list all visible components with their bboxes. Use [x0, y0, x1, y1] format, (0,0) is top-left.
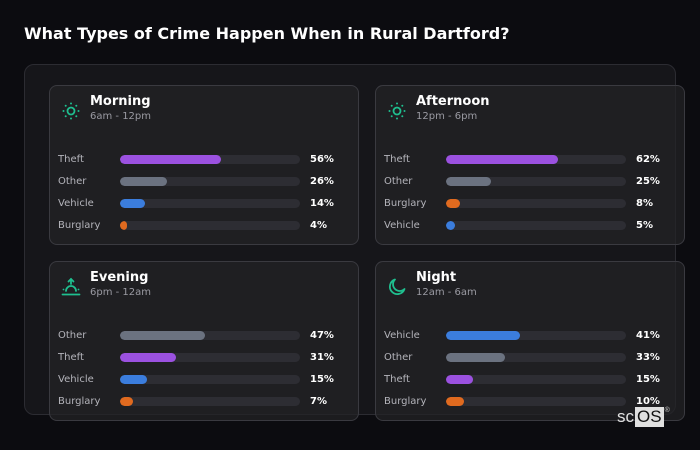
bar-track	[446, 220, 626, 230]
panel-time-range: 12pm - 6pm	[416, 111, 478, 122]
bar-value: 7%	[310, 395, 327, 407]
bar-value: 62%	[636, 153, 660, 165]
bar-track	[446, 352, 626, 362]
bar-track	[446, 374, 626, 384]
bar-track	[120, 198, 300, 208]
bar-track	[120, 396, 300, 406]
bar-fill	[446, 176, 491, 186]
bar-label: Burglary	[58, 395, 101, 407]
panel-night: Night 12am - 6am Vehicle 41% Other 33% T…	[375, 261, 685, 421]
bar-value: 33%	[636, 351, 660, 363]
bar-fill	[446, 154, 558, 164]
panel-title: Afternoon	[416, 94, 490, 109]
bar-value: 56%	[310, 153, 334, 165]
panel-title: Night	[416, 270, 457, 285]
bar-fill	[120, 198, 146, 208]
bar-label: Theft	[384, 153, 410, 165]
bar-value: 47%	[310, 329, 334, 341]
bar-row: Burglary 8%	[384, 192, 684, 214]
bar-track	[120, 176, 300, 186]
bar-fill	[120, 220, 128, 230]
bar-label: Theft	[58, 351, 84, 363]
bar-row: Vehicle 5%	[384, 214, 684, 236]
bar-row: Other 26%	[58, 170, 358, 192]
panel-morning: Morning 6am - 12pm Theft 56% Other 26% V…	[49, 85, 359, 245]
bar-value: 31%	[310, 351, 334, 363]
panel-time-range: 12am - 6am	[416, 287, 477, 298]
bar-track	[446, 154, 626, 164]
bar-track	[120, 154, 300, 164]
bar-track	[446, 330, 626, 340]
bar-row: Vehicle 41%	[384, 324, 684, 346]
bar-value: 10%	[636, 395, 660, 407]
bar-label: Other	[58, 329, 87, 341]
bar-fill	[120, 396, 133, 406]
bar-fill	[446, 330, 520, 340]
bar-row: Theft 56%	[58, 148, 358, 170]
bar-row: Burglary 10%	[384, 390, 684, 412]
bar-label: Burglary	[58, 219, 101, 231]
chart-title: What Types of Crime Happen When in Rural…	[24, 24, 510, 43]
bar-value: 15%	[636, 373, 660, 385]
bar-value: 26%	[310, 175, 334, 187]
bar-value: 41%	[636, 329, 660, 341]
bar-label: Other	[384, 175, 413, 187]
bar-label: Theft	[384, 373, 410, 385]
sunset-icon	[60, 276, 82, 298]
bar-fill	[120, 352, 176, 362]
panel-title: Morning	[90, 94, 151, 109]
bar-value: 8%	[636, 197, 653, 209]
bar-fill	[446, 220, 455, 230]
bar-fill	[446, 396, 464, 406]
sun-icon	[386, 100, 408, 122]
bar-label: Theft	[58, 153, 84, 165]
bar-label: Other	[58, 175, 87, 187]
bar-row: Vehicle 15%	[58, 368, 358, 390]
bar-track	[120, 374, 300, 384]
bar-track	[446, 176, 626, 186]
bar-label: Burglary	[384, 395, 427, 407]
panel-title: Evening	[90, 270, 149, 285]
bar-label: Vehicle	[384, 219, 420, 231]
bar-row: Theft 62%	[384, 148, 684, 170]
bar-label: Burglary	[384, 197, 427, 209]
bar-row: Burglary 7%	[58, 390, 358, 412]
bar-track	[446, 396, 626, 406]
bar-fill	[120, 330, 205, 340]
bar-value: 5%	[636, 219, 653, 231]
bar-value: 15%	[310, 373, 334, 385]
bar-label: Vehicle	[58, 373, 94, 385]
panel-time-range: 6pm - 12am	[90, 287, 152, 298]
scos-logo: sc OS ®	[617, 407, 670, 427]
bar-row: Theft 15%	[384, 368, 684, 390]
sun-icon	[60, 100, 82, 122]
bar-value: 14%	[310, 197, 334, 209]
bar-row: Burglary 4%	[58, 214, 358, 236]
bar-track	[120, 330, 300, 340]
bar-fill	[446, 374, 473, 384]
bar-fill	[120, 374, 147, 384]
bar-row: Other 25%	[384, 170, 684, 192]
bar-label: Other	[384, 351, 413, 363]
panel-evening: Evening 6pm - 12am Other 47% Theft 31% V…	[49, 261, 359, 421]
panel-afternoon: Afternoon 12pm - 6pm Theft 62% Other 25%…	[375, 85, 685, 245]
bar-row: Other 47%	[58, 324, 358, 346]
bar-row: Other 33%	[384, 346, 684, 368]
bar-value: 4%	[310, 219, 327, 231]
bar-fill	[120, 176, 167, 186]
bar-track	[446, 198, 626, 208]
bar-fill	[446, 352, 506, 362]
bar-track	[120, 352, 300, 362]
bar-track	[120, 220, 300, 230]
bar-row: Theft 31%	[58, 346, 358, 368]
panel-time-range: 6am - 12pm	[90, 111, 152, 122]
moon-icon	[386, 276, 408, 298]
bar-value: 25%	[636, 175, 660, 187]
bar-fill	[446, 198, 461, 208]
bar-fill	[120, 154, 221, 164]
bar-label: Vehicle	[384, 329, 420, 341]
bar-label: Vehicle	[58, 197, 94, 209]
bar-row: Vehicle 14%	[58, 192, 358, 214]
